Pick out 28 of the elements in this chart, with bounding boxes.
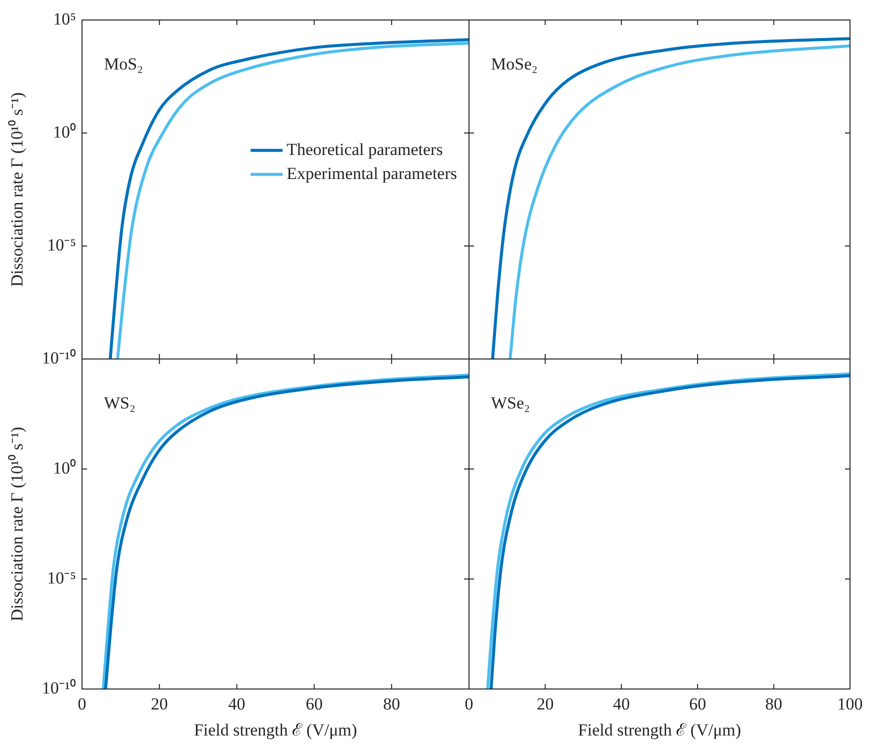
x-tick-label: 80 [383, 694, 400, 714]
y-tick-label: 10⁻⁵ [47, 568, 76, 588]
x-tick-label: 60 [689, 694, 706, 714]
y-tick-label: 10⁰ [53, 458, 76, 478]
y-axis-title: Dissociation rate Γ (10¹⁰ s⁻¹) [8, 426, 27, 622]
x-axis-title: Field strength ℰ (V/μm) [194, 720, 358, 740]
y-tick-label: 10⁵ [53, 9, 76, 28]
annotation: MoS₂ [104, 54, 143, 74]
y-tick-label: 10⁰ [53, 122, 76, 142]
x-tick-label: 60 [306, 694, 323, 714]
x-tick-label: 40 [228, 694, 246, 714]
x-axis-title: Field strength ℰ (V/μm) [578, 720, 742, 740]
x-tick-label: 0 [78, 694, 86, 714]
x-tick-label: 20 [150, 694, 168, 714]
x-tick-label: 20 [536, 694, 554, 714]
annotation: WSe₂ [491, 393, 530, 412]
annotation: WS₂ [104, 393, 136, 412]
annotation: MoSe₂ [491, 54, 538, 74]
x-tick-label: 40 [612, 694, 630, 714]
x-tick-label: 0 [464, 694, 474, 714]
y-axis-title: Dissociation rate Γ (10¹⁰ s⁻¹) [8, 92, 27, 287]
y-tick-label: 10⁻¹⁰ [42, 348, 76, 368]
y-tick-label: 10⁻⁵ [47, 235, 76, 254]
y-tick-label: 10⁻¹⁰ [42, 678, 76, 698]
x-tick-label: 100 [837, 694, 863, 714]
x-tick-label: 80 [765, 694, 782, 714]
legend-label: Theoretical parameters [286, 140, 443, 159]
legend-label: Experimental parameters [286, 164, 457, 183]
